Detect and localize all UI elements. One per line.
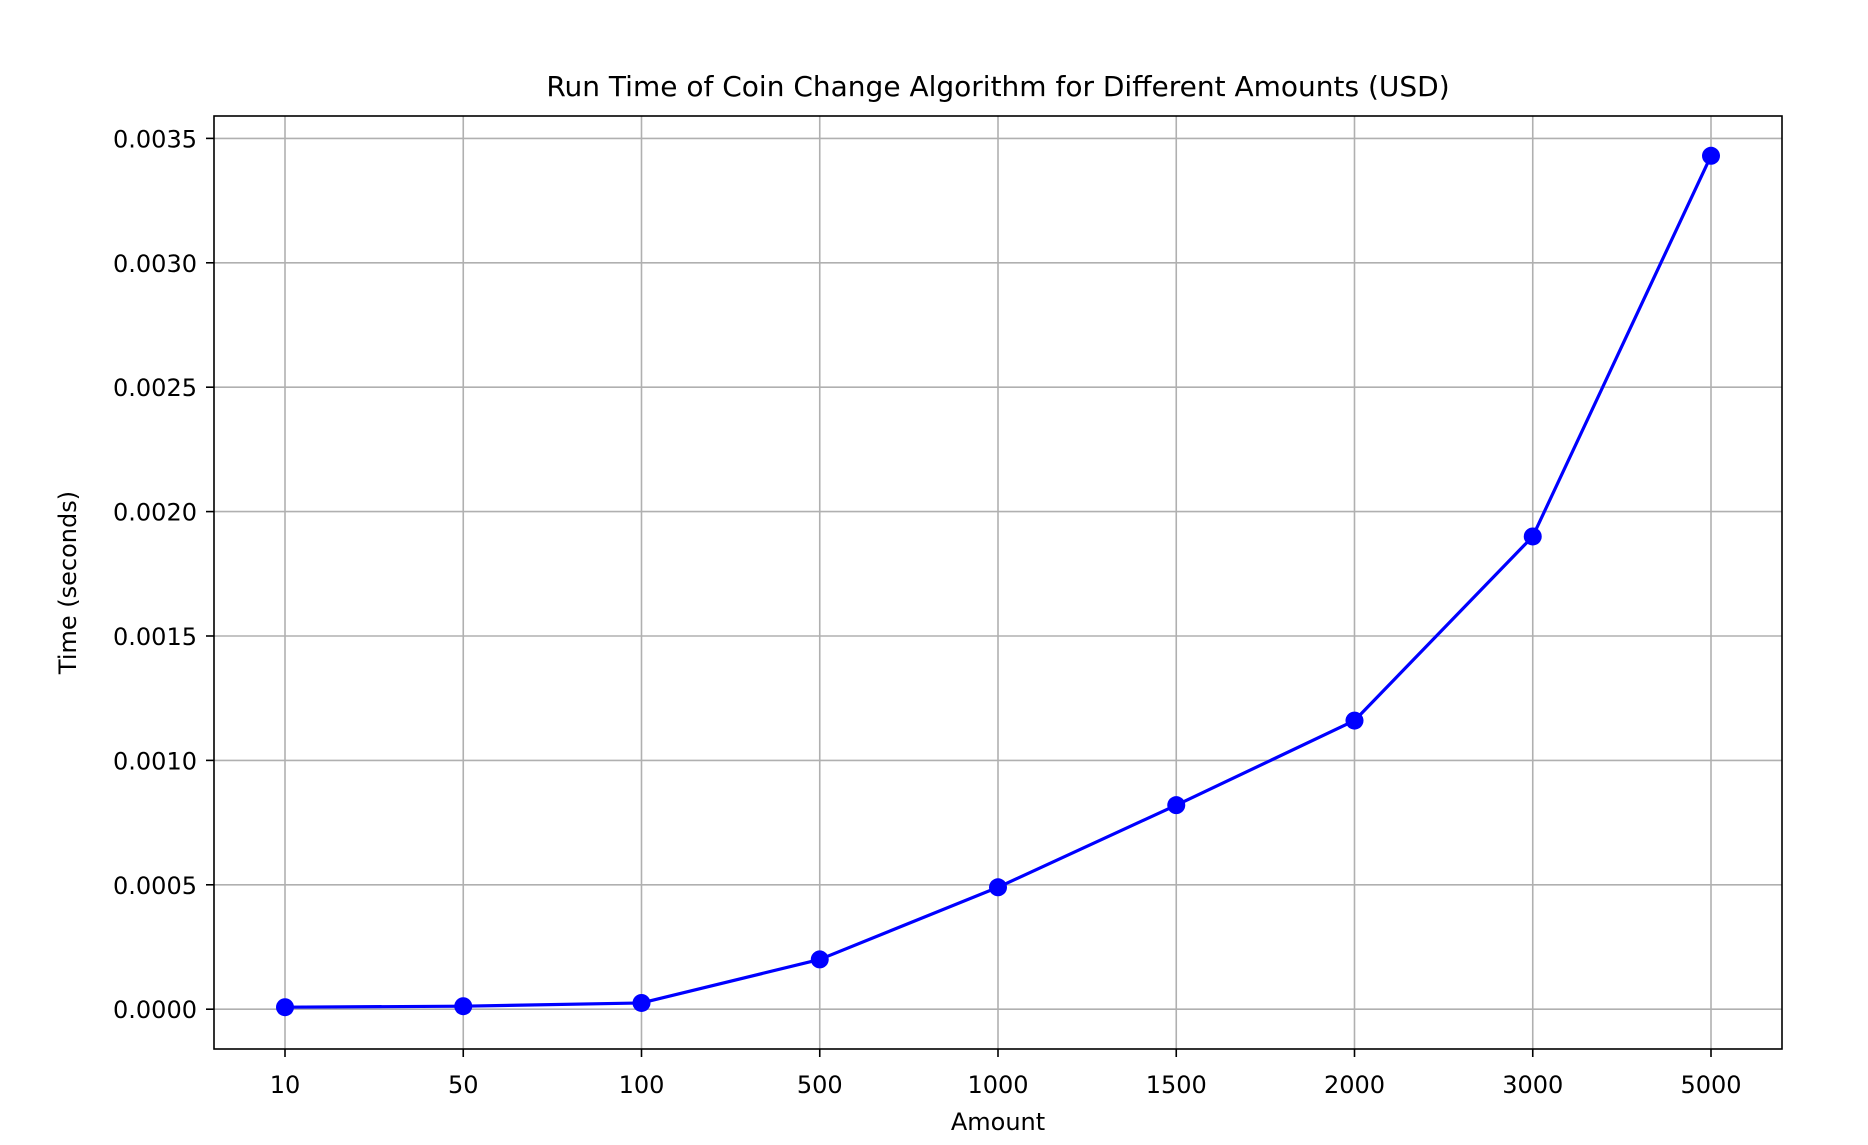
grid-lines [214, 116, 1782, 1049]
data-point [276, 998, 294, 1017]
x-axis-label: Amount [951, 1108, 1045, 1136]
data-point [989, 878, 1007, 897]
x-tick-label: 2000 [1324, 1071, 1385, 1099]
y-tick-label: 0.0020 [113, 499, 197, 527]
x-tick-label: 500 [797, 1071, 843, 1099]
data-point [1702, 146, 1720, 165]
series-layer [276, 146, 1720, 1017]
x-tick-label: 1500 [1146, 1071, 1207, 1099]
data-point [810, 950, 829, 969]
y-tick-label: 0.0035 [113, 125, 197, 153]
data-point [632, 993, 651, 1012]
data-point [454, 997, 473, 1016]
y-tick-label: 0.0000 [113, 996, 197, 1024]
x-tick-label: 100 [619, 1071, 665, 1099]
y-axis-label: Time (seconds) [54, 491, 82, 675]
y-tick-label: 0.0025 [113, 374, 197, 402]
y-tick-label: 0.0010 [113, 747, 197, 775]
chart-title: Run Time of Coin Change Algorithm for Di… [546, 70, 1449, 103]
y-tick-label: 0.0030 [113, 250, 197, 278]
y-tick-label: 0.0005 [113, 872, 197, 900]
data-point [1523, 527, 1542, 546]
axis-ticks: 10 50 100 500 1000 1500 2000 3000 5000 0.0000 0.00… [113, 125, 1742, 1099]
x-tick-label: 10 [270, 1071, 301, 1099]
data-point [1167, 796, 1186, 815]
x-tick-label: 5000 [1680, 1071, 1741, 1099]
y-tick-label: 0.0015 [113, 623, 197, 651]
x-tick-label: 50 [448, 1071, 479, 1099]
data-point [1345, 711, 1364, 730]
x-tick-label: 3000 [1502, 1071, 1563, 1099]
x-tick-label: 1000 [967, 1071, 1028, 1099]
